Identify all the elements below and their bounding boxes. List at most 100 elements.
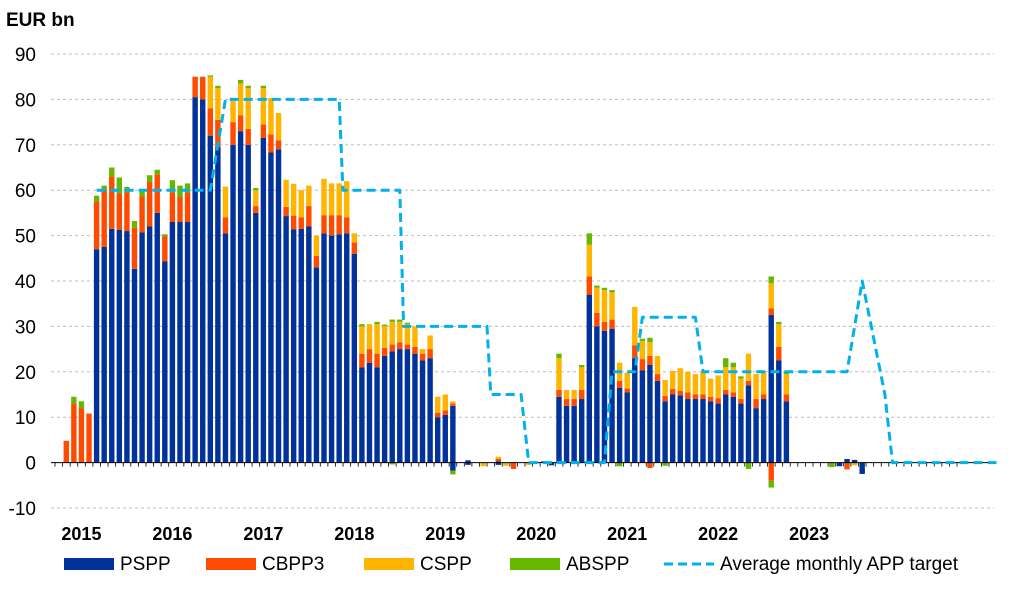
bar-segment [465, 462, 471, 465]
y-tick-label: 70 [15, 136, 36, 157]
bar-segment [419, 353, 426, 361]
bar-segment [154, 174, 160, 213]
bar-segment [624, 372, 630, 389]
y-tick-label: 50 [15, 227, 36, 248]
bar-segment [677, 368, 683, 391]
bar-segment [632, 358, 638, 463]
bar-segment [245, 144, 251, 463]
x-year-label: 2015 [61, 524, 101, 544]
bar-segment [71, 396, 77, 404]
bar-segment [768, 480, 774, 488]
bar-segment [93, 249, 100, 463]
bar-segment [738, 399, 744, 404]
bar-segment [71, 403, 77, 463]
bar-segment [715, 398, 721, 404]
bar-segment [594, 312, 600, 327]
bar-segment [275, 140, 282, 150]
bar-segment [677, 395, 683, 463]
bar-segment [632, 345, 638, 359]
bar-segment [306, 206, 312, 227]
bar-segment [571, 405, 577, 463]
bar-segment [647, 364, 653, 463]
bar-segment [63, 440, 69, 463]
bar-segment [344, 217, 350, 234]
bar-segment [745, 353, 752, 381]
bar-segment [93, 195, 100, 202]
legend-swatch [510, 558, 560, 570]
y-tick-label: 20 [15, 363, 36, 384]
bar-segment [654, 380, 661, 463]
bar-segment [639, 340, 646, 360]
bar-segment [639, 359, 646, 371]
bar-segment [450, 403, 456, 406]
bar-segment [685, 392, 691, 400]
bar-segment [275, 113, 282, 141]
bar-segment [753, 408, 759, 463]
bar-segment [230, 122, 236, 145]
bar-segment [381, 347, 388, 356]
bar-segment [745, 462, 752, 469]
bar-segment [480, 462, 486, 467]
bar-segment [594, 326, 600, 463]
bar-segment [283, 216, 289, 463]
y-tick-label: 60 [15, 181, 36, 202]
bar-segment [381, 324, 388, 326]
bar-segment [389, 319, 395, 322]
bar-segment [450, 401, 456, 404]
bar-segment [609, 292, 615, 320]
bar-segment [768, 308, 774, 316]
bar-segment [230, 99, 236, 123]
bar-segment [298, 190, 304, 218]
y-tick-label: 10 [15, 408, 36, 429]
bar-segment [783, 394, 790, 402]
bar-segment [723, 394, 729, 463]
bar-segment [184, 221, 191, 463]
bar-segment [669, 394, 676, 463]
bar-segment [601, 290, 608, 322]
x-year-label: 2020 [516, 524, 556, 544]
bar-segment [768, 315, 774, 463]
bar-segment [116, 177, 123, 194]
bar-segment [601, 287, 608, 291]
bar-segment [146, 175, 153, 183]
bar-segment [207, 76, 213, 109]
bar-segment [579, 367, 585, 390]
bar-segment [495, 462, 502, 465]
bar-segment [412, 346, 418, 354]
bar-segment [616, 387, 623, 463]
y-tick-label: 30 [15, 317, 36, 338]
x-year-label: 2017 [243, 524, 283, 544]
bar-segment [397, 342, 403, 350]
bar-segment [268, 98, 274, 135]
legend-label: ABSPP [566, 554, 629, 575]
bar-segment [700, 399, 706, 463]
bar-segment [359, 324, 365, 327]
bar-segment [412, 326, 418, 347]
app-target-line [96, 97, 999, 465]
bar-segment [192, 76, 198, 98]
bar-segment [404, 324, 411, 345]
bar-segment [275, 149, 282, 463]
bar-segment [700, 371, 706, 395]
bar-segment [495, 458, 502, 462]
bar-segment [344, 233, 350, 463]
bar-segment [616, 380, 623, 388]
bar-segment [768, 276, 774, 284]
bar-segment [404, 349, 411, 463]
x-year-label: 2022 [698, 524, 738, 544]
bar-segment [760, 394, 767, 400]
bar-segment [192, 97, 198, 463]
bar-segment [101, 190, 107, 247]
bar-segment [723, 358, 729, 368]
bar-segment [109, 228, 115, 463]
bar-segment [563, 389, 570, 400]
bar-segment [222, 217, 229, 234]
bar-segment [283, 206, 289, 217]
bar-segment [783, 374, 790, 395]
bar-segment [829, 462, 835, 468]
bar-segment [139, 232, 145, 463]
bar-segment [404, 344, 411, 350]
bar-segment [101, 246, 107, 463]
bar-segment [260, 124, 267, 138]
